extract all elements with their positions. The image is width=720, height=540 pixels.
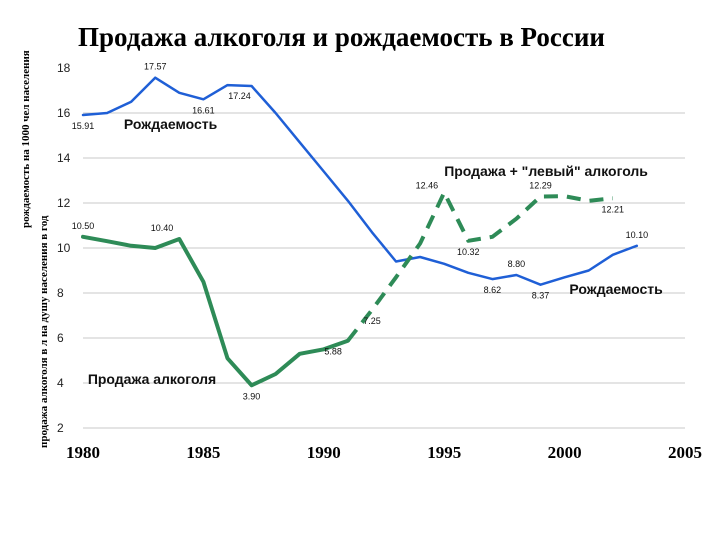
x-tick-label: 2005: [668, 443, 702, 462]
y-tick-label: 6: [57, 331, 64, 345]
data-label: 10.10: [626, 230, 649, 240]
x-tick-label: 1995: [427, 443, 461, 462]
data-label: 10.50: [72, 221, 95, 231]
series-label: Продажа алкоголя: [88, 371, 216, 387]
y-tick-label: 14: [57, 151, 71, 165]
data-label: 15.91: [72, 121, 95, 131]
x-tick-label: 2000: [548, 443, 582, 462]
series-label: Рождаемость: [124, 116, 218, 132]
series-label: Рождаемость: [569, 281, 663, 297]
x-tick-label: 1985: [186, 443, 220, 462]
y-tick-label: 18: [57, 61, 71, 75]
data-label: 5.88: [324, 347, 342, 357]
data-label: 10.40: [151, 223, 174, 233]
y-tick-label: 4: [57, 376, 64, 390]
data-label: 8.37: [532, 291, 550, 301]
data-label: 17.57: [144, 62, 167, 72]
data-label: 8.80: [508, 259, 526, 269]
y-tick-label: 10: [57, 241, 71, 255]
data-label: 12.21: [601, 204, 624, 214]
y-tick-label: 2: [57, 421, 64, 435]
y-tick-label: 8: [57, 286, 64, 300]
data-label: 12.29: [529, 180, 552, 190]
data-label: 10.32: [457, 247, 480, 257]
y-tick-label: 12: [57, 196, 71, 210]
data-label: 7.25: [363, 316, 381, 326]
data-label: 12.46: [416, 181, 439, 191]
data-label: 17.24: [228, 91, 251, 101]
series-line-alcohol_total: [346, 190, 614, 342]
data-label: 8.62: [484, 285, 502, 295]
series-label: Продажа + "левый" алкоголь: [444, 163, 648, 179]
x-tick-label: 1990: [307, 443, 341, 462]
y-tick-label: 16: [57, 106, 71, 120]
data-label: 16.61: [192, 105, 215, 115]
series-line-alcohol: [81, 234, 350, 388]
x-tick-label: 1980: [66, 443, 100, 462]
series-line-birth: [81, 76, 639, 286]
data-label: 3.90: [243, 391, 261, 401]
chart-title: Продажа алкоголя и рождаемость в России: [78, 22, 605, 52]
